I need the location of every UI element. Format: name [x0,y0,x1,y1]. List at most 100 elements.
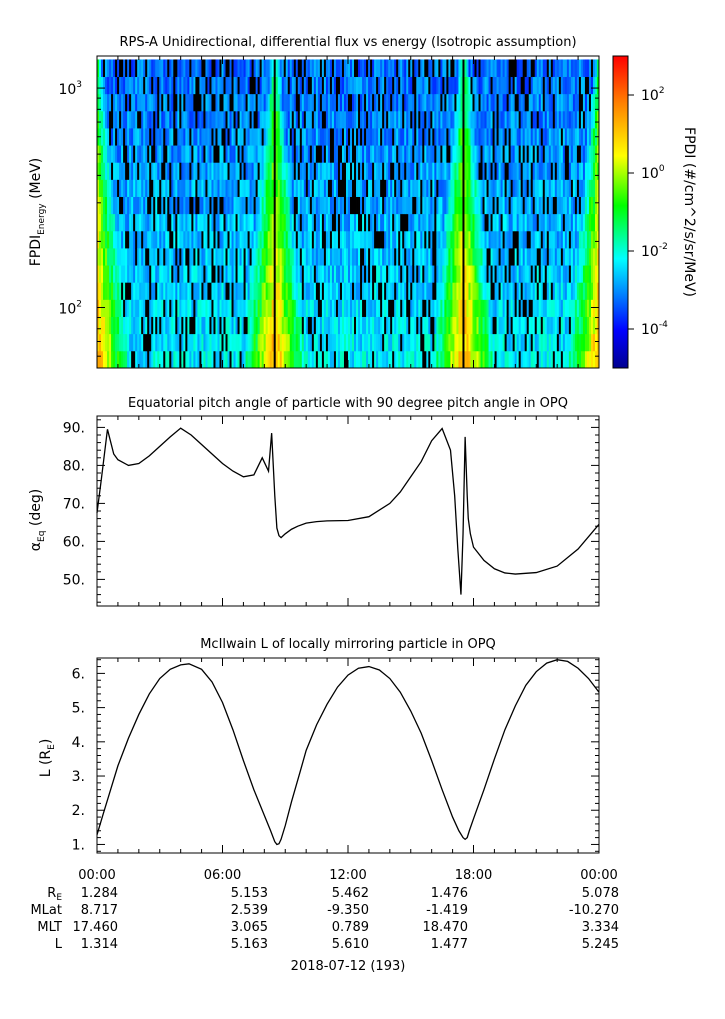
spectrogram-cell [528,265,532,283]
spectrogram-cell [213,162,216,180]
spectrogram-cell [119,76,122,95]
spectrogram-cell [167,299,170,317]
spectrogram-cell [195,282,198,300]
spectrogram-cell [532,110,536,129]
spectrogram-cell [506,333,510,352]
spectrogram-cell [191,248,194,266]
spectrogram-cell [275,299,279,317]
spectrogram-cell [125,128,128,146]
spectrogram-cell [169,93,172,112]
spectrogram-cell [163,76,166,95]
spectrogram-cell [428,333,431,352]
spectrogram-cell [149,265,152,283]
spectrogram-cell [412,128,415,146]
spectrogram-cell [301,265,305,283]
spectrogram-cell [197,196,200,215]
spectrogram-cell [97,196,100,215]
spectrogram-cell [534,59,538,78]
spectrogram-cell [259,213,263,232]
spectrogram-cell [201,213,204,232]
spectrogram-cell [496,145,499,163]
spectrogram-cell [279,316,283,335]
spectrogram-cell [185,162,188,180]
spectrogram-cell [362,350,365,369]
spectrogram-cell [235,162,238,180]
spectrogram-cell [307,299,311,317]
spectrogram-cell [572,59,576,78]
spectrogram-cell [390,128,393,146]
spectrogram-cell [572,230,576,249]
spectrogram-cell [183,145,186,163]
spectrogram-cell [195,128,198,146]
spectrogram-cell [562,145,566,163]
spectrogram-cell [217,282,220,300]
spectrogram-cell [297,316,301,335]
spectrogram-cell [125,282,128,300]
spectrogram-cell [582,179,586,197]
spectrogram-cell [119,110,122,129]
spectrogram-cell [516,93,520,112]
spectrogram-cell [315,196,319,215]
spectrogram-cell [299,76,303,95]
spectrogram-cell [576,76,580,95]
spectrogram-cell [496,316,499,335]
spectrogram-cell [101,145,104,163]
spectrogram-cell [125,213,128,232]
spectrogram-cell [201,128,204,146]
spectrogram-cell [227,145,230,163]
spectrogram-cell [568,350,572,369]
spectrogram-cell [368,93,371,112]
spectrogram-cell [233,145,236,163]
spectrogram-cell [570,128,574,146]
spectrogram-cell [400,265,403,283]
spectrogram-cell [442,248,445,266]
spectrogram-cell [552,110,556,129]
spectrogram-cell [225,265,228,283]
spectrogram-cell [502,93,506,112]
spectrogram-cell [576,196,580,215]
spectrogram-cell [546,59,550,78]
spectrogram-cell [153,248,156,266]
spectrogram-cell [560,59,564,78]
spectrogram-cell [263,282,267,300]
spectrogram-cell [311,162,315,180]
spectrogram-cell [424,350,427,369]
spectrogram-cell [446,128,449,146]
spectrogram-cell [249,350,253,369]
spectrogram-cell [408,162,411,180]
spectrogram-cell [171,76,174,95]
spectrogram-cell [472,333,475,352]
spectrogram-cell [402,128,405,146]
spectrogram-cell [406,248,409,266]
spectrogram-cell [424,162,427,180]
spectrogram-cell [546,110,550,129]
spectrogram-cell [406,230,409,249]
spectrogram-cell [582,230,586,249]
spectrogram-cell [386,248,389,266]
spectrogram-cell [341,248,345,266]
spectrogram-cell [578,265,582,283]
spectrogram-cell [520,333,524,352]
spectrogram-cell [239,213,242,232]
spectrogram-cell [261,350,265,369]
spectrogram-cell [436,248,439,266]
spectrogram-cell [199,59,202,78]
spectrogram-cell [446,213,449,232]
spectrogram-cell [207,333,210,352]
spectrogram-cell [131,196,134,215]
spectrogram-cell [432,265,435,283]
spectrogram-cell [448,110,451,129]
spectrogram-cell [97,265,100,283]
spectrogram-cell [570,196,574,215]
spectrogram-cell [566,59,570,78]
spectrogram-cell [157,333,160,352]
spectrogram-cell [269,282,273,300]
spectrogram-cell [125,350,128,369]
spectrogram-cell [203,128,206,146]
spectrogram-cell [544,299,548,317]
spectrogram-cell [109,265,112,283]
spectrogram-cell [303,316,307,335]
spectrogram-cell [287,299,291,317]
spectrogram-cell [249,179,253,197]
spectrogram-cell [394,145,397,163]
